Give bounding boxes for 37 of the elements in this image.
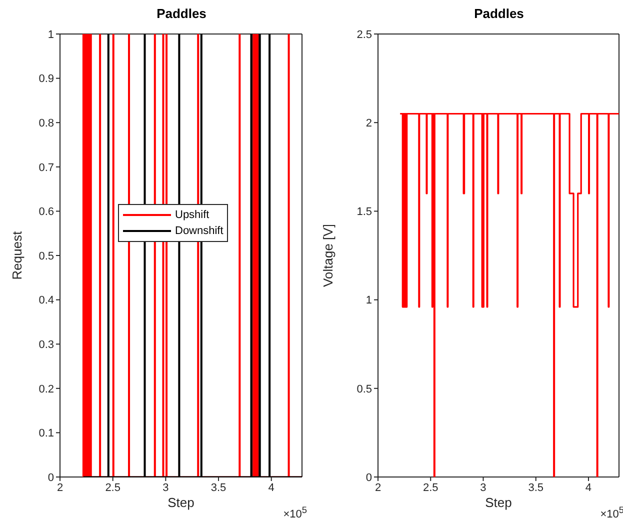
x-tick-label: 3.5 [210, 482, 226, 494]
legend-label: Upshift [175, 208, 210, 223]
x-tick-label: 2 [56, 482, 64, 494]
y-tick-label: 2.5 [356, 28, 372, 41]
y-axis-title: Voltage [V] [320, 224, 336, 287]
text: ×10$^{5}$ [283, 505, 307, 521]
y-tick-label: 0 [366, 472, 372, 484]
x-tick-label: 4 [585, 482, 592, 494]
y-tick-label: 0.2 [38, 383, 54, 396]
y-tick-label: 0 [48, 472, 54, 484]
y-tick-label: 0.9 [38, 73, 54, 86]
x-tick-label: 3 [480, 482, 486, 494]
y-tick-label: 1 [48, 28, 54, 41]
x-axis-title: Step [485, 495, 512, 510]
y-tick-label: 0.1 [38, 428, 54, 440]
y-tick-label: 2 [366, 118, 372, 130]
x-axis-title: Step [168, 495, 194, 510]
y-axis-title: Request [10, 230, 25, 280]
y-tick-label: 0.4 [38, 294, 54, 307]
legend-label: Downshift [175, 224, 224, 239]
line-series [399, 112, 619, 477]
x-tick-label: 2.5 [105, 482, 120, 494]
chart-title: Paddles [156, 6, 208, 21]
y-tick-label: 0.6 [38, 206, 54, 218]
y-tick-label: 0.7 [38, 162, 54, 174]
x-tick-label: 2.5 [422, 482, 438, 494]
y-tick-label: 1 [366, 294, 372, 307]
y-tick-label: 0.8 [38, 118, 54, 130]
x-tick-label: 3.5 [528, 482, 544, 494]
y-tick-label: 1.5 [356, 206, 372, 218]
x-tick-label: 3 [162, 482, 169, 494]
y-tick-label: 0.3 [38, 339, 54, 352]
x-tick-label: 4 [268, 482, 274, 494]
chart-title: Paddles [473, 6, 525, 21]
y-tick-label: 0.5 [356, 383, 372, 396]
y-tick-label: 0.5 [38, 250, 54, 262]
x-tick-label: 2 [374, 482, 382, 494]
